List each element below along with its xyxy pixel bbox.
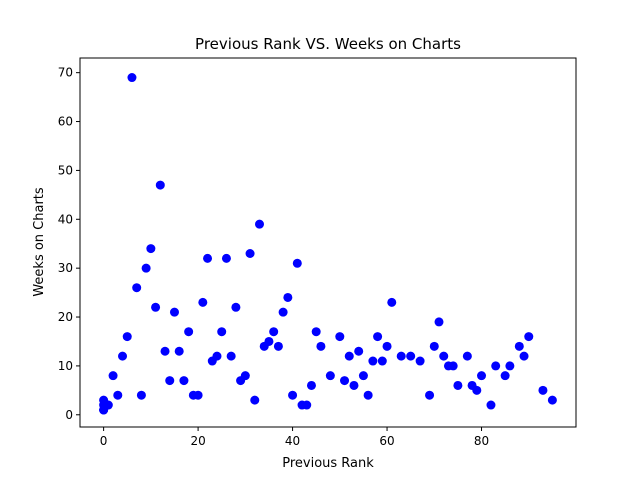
y-axis-ticks: 0 10 20 30 40 50 60 70 [58,66,80,422]
data-point [538,385,548,395]
x-tick-label: 60 [379,434,394,448]
y-tick-label: 70 [58,66,73,80]
data-point [292,258,302,268]
data-point [358,371,368,381]
data-point [255,219,264,229]
data-point [382,341,392,351]
x-axis-label: Previous Rank [282,456,374,471]
data-point [184,327,194,337]
x-tick-label: 0 [100,434,108,448]
data-point [155,180,165,190]
data-point [141,263,151,273]
data-point [373,332,383,342]
data-point [425,390,435,400]
data-point [519,351,529,361]
data-point [415,356,425,366]
data-point [226,351,236,361]
data-point [306,380,316,390]
y-tick-label: 0 [65,408,73,422]
data-point [283,292,293,302]
data-point [472,385,482,395]
y-tick-label: 30 [58,261,73,275]
data-point [278,307,288,317]
data-point [240,371,250,381]
data-point [269,327,279,337]
data-point [302,400,312,410]
data-point [368,356,378,366]
y-tick-label: 20 [58,310,73,324]
data-point [344,351,354,361]
data-point [387,297,397,307]
data-point [354,346,364,356]
data-point [179,376,189,386]
data-point [108,371,118,381]
data-point [325,371,335,381]
data-point [118,351,128,361]
data-point [132,283,142,293]
data-point [439,351,449,361]
data-point [151,302,161,312]
y-axis-label: Weeks on Charts [32,187,47,297]
data-point [434,317,444,327]
data-point [113,390,123,400]
y-tick-label: 60 [58,115,73,129]
data-point [477,371,487,381]
data-point [174,346,184,356]
data-point [136,390,146,400]
data-point [217,327,227,337]
data-point [349,380,359,390]
x-tick-label: 80 [474,434,489,448]
data-point [169,307,179,317]
data-point [231,302,241,312]
data-point [165,376,175,386]
y-tick-label: 10 [58,359,73,373]
data-point [547,395,557,405]
data-point [203,253,213,263]
x-tick-label: 20 [190,434,205,448]
chart-title: Previous Rank VS. Weeks on Charts [195,35,461,53]
data-points [99,73,557,415]
plot-frame [79,57,577,428]
data-point [221,253,231,263]
data-point [245,249,255,258]
data-point [160,346,170,356]
data-point [264,336,274,346]
data-point [500,371,510,381]
data-point [103,400,113,410]
data-point [505,361,515,371]
data-point [250,395,260,405]
data-point [406,351,416,361]
data-point [491,361,501,371]
y-tick-label: 40 [58,212,73,226]
data-point [514,341,524,351]
data-point [429,341,439,351]
data-point [486,400,496,410]
data-point [273,341,283,351]
data-point [288,390,298,400]
data-point [462,351,472,361]
data-point [127,73,137,83]
data-point [193,390,203,400]
data-point [335,332,345,342]
x-axis-ticks: 0 20 40 60 80 [100,427,489,448]
data-point [363,390,373,400]
data-point [316,341,326,351]
data-point [453,380,463,390]
data-point [340,376,350,386]
data-point [377,356,387,366]
data-point [122,332,132,342]
data-point [146,244,156,254]
y-tick-label: 50 [58,163,73,177]
data-point [448,361,458,371]
data-point [311,327,321,337]
data-point [198,297,208,307]
x-tick-label: 40 [285,434,300,448]
data-point [212,351,222,361]
data-point [524,332,534,342]
data-point [396,351,406,361]
